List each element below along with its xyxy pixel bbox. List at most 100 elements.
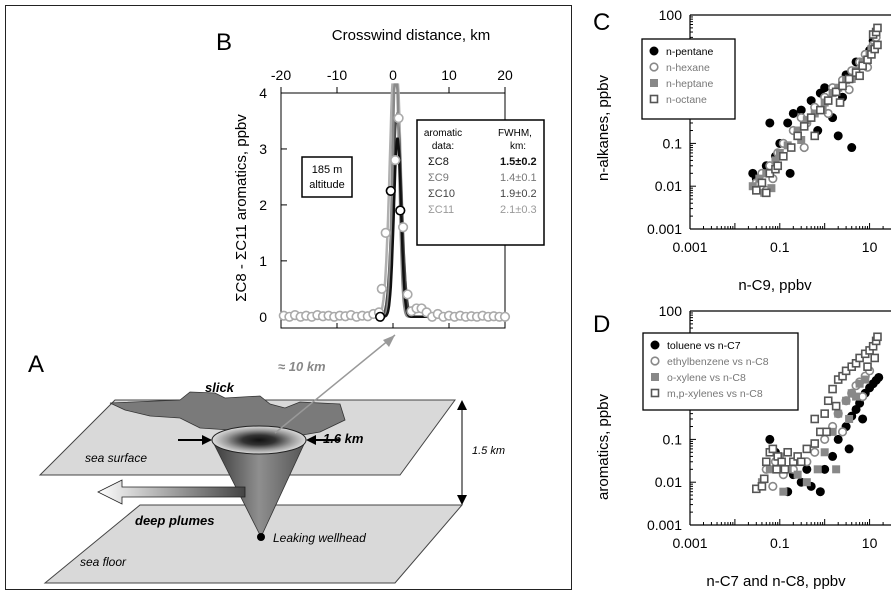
- scatter-point: [773, 161, 783, 171]
- scatter-point: [858, 414, 868, 424]
- scatter-point: [820, 464, 830, 474]
- scatter-point: [874, 372, 884, 382]
- legend-label: n-octane: [666, 94, 707, 106]
- width-arrowhead-right: [306, 435, 316, 445]
- x-tick-label: 0.1: [770, 535, 790, 551]
- pointer-arrow: [274, 334, 396, 434]
- legend-box: [642, 332, 799, 411]
- altitude-line-2: altitude: [309, 179, 344, 191]
- wellhead-label: Leaking wellhead: [273, 531, 366, 545]
- legend-label: n-heptane: [666, 78, 713, 90]
- deep-plumes-label: deep plumes: [135, 513, 214, 528]
- scatter-point: [820, 409, 829, 418]
- b-data-point: [499, 311, 511, 322]
- y-tick-label: 0.1: [663, 135, 683, 151]
- pointer-arrowhead: [383, 335, 395, 347]
- y-tick-label: 0.001: [647, 221, 682, 237]
- scatter-point: [802, 464, 812, 474]
- scatter-point: [832, 465, 841, 474]
- scatter-point: [765, 434, 775, 444]
- scatter-point: [831, 401, 841, 411]
- scatter-point: [780, 465, 790, 474]
- scatter-point: [779, 487, 788, 496]
- legend-marker: [650, 356, 660, 366]
- scatter-point: [802, 444, 812, 454]
- scatter-point: [793, 131, 802, 141]
- table-header-km: km:: [510, 141, 526, 152]
- sea-floor-plane: [43, 504, 464, 584]
- scatter-point: [788, 108, 798, 118]
- panel-c-points: [748, 23, 882, 198]
- y-tick-label: 100: [659, 7, 683, 23]
- table-row-value: 2.1±0.3: [500, 204, 537, 216]
- legend-label: m,p-xylenes vs n-C8: [667, 388, 763, 400]
- scatter-point: [757, 178, 767, 188]
- scatter-point: [828, 384, 837, 394]
- b-data-point-dark: [375, 311, 386, 322]
- panel-c-legend: n-pentane n-hexane n-heptane n-octane: [641, 38, 736, 120]
- legend-marker: [650, 340, 660, 350]
- table-row-value: 1.4±0.1: [500, 172, 537, 184]
- scatter-point: [810, 414, 820, 424]
- table-row-label: ΣC9: [428, 172, 449, 184]
- scatter-point: [783, 447, 792, 457]
- panel-b: B Crosswind distance, km ΣC8 - ΣC11 arom…: [216, 27, 545, 329]
- y-tick-label: 0.1: [663, 431, 683, 447]
- scatter-point: [813, 465, 822, 474]
- scatter-point: [838, 81, 847, 91]
- panel-c: C n-alkanes, ppbv n-C9, ppbv 0.001 0.01 0.…: [593, 7, 891, 294]
- b-y-tick-label: 4: [259, 85, 267, 101]
- scatter-point: [863, 362, 872, 371]
- legend-marker: [650, 79, 658, 87]
- b-y-tick-label: 0: [259, 309, 267, 325]
- b-y-tick-label: 2: [259, 197, 267, 213]
- panel-d-letter: D: [593, 311, 610, 338]
- scatter-point: [793, 470, 802, 479]
- scatter-point: [810, 131, 820, 141]
- scatter-point: [761, 188, 771, 198]
- scatter-point: [844, 444, 854, 454]
- y-tick-label: 0.01: [655, 474, 682, 490]
- distance-label: ≈ 10 km: [278, 359, 326, 374]
- legend-label: ethylbenzene vs n-C8: [667, 356, 769, 368]
- scatter-point: [873, 23, 882, 33]
- table-row-label: ΣC8: [428, 156, 449, 168]
- deep-plume-arrow: [97, 479, 246, 505]
- panel-a: A slick ≈ 10 km 1.6 km 1.5 km sea surfac…: [28, 334, 505, 584]
- scatter-point: [823, 96, 833, 105]
- panel-b-letter: B: [216, 29, 232, 56]
- width-arrowhead-left: [202, 435, 212, 445]
- panel-b-ticks: -20 -10 0 10 20 0 1 2 3 4: [259, 67, 513, 328]
- y-tick-label: 0.001: [647, 517, 682, 533]
- oil-slick: [109, 391, 346, 439]
- b-x-tick-label: 0: [389, 67, 397, 83]
- scatter-point: [834, 409, 843, 418]
- scatter-point: [842, 396, 851, 405]
- scatter-point: [789, 457, 798, 467]
- scatter-point: [855, 379, 864, 388]
- b-y-tick-label: 1: [259, 253, 267, 269]
- y-tick-label: 0.01: [655, 178, 682, 194]
- scatter-point: [845, 414, 854, 423]
- panel-c-ylabel: n-alkanes, ppbv: [595, 75, 612, 181]
- scatter-point: [852, 392, 861, 401]
- scatter-point: [779, 151, 788, 161]
- b-x-tick-label: 20: [497, 67, 513, 83]
- legend-label: n-hexane: [666, 62, 710, 74]
- left-panel-frame: [5, 5, 572, 590]
- scatter-point: [796, 105, 806, 115]
- scatter-point: [820, 434, 830, 445]
- scatter-point: [768, 444, 778, 454]
- fwhm-table: [416, 119, 545, 246]
- scatter-point: [806, 113, 816, 122]
- scatter-point: [752, 186, 761, 195]
- scatter-point: [873, 332, 882, 342]
- x-tick-label: 0.001: [672, 535, 707, 551]
- panel-d-points: [752, 332, 884, 497]
- panel-a-letter: A: [28, 351, 44, 378]
- scatter-point: [786, 143, 796, 152]
- b-data-point: [402, 289, 413, 300]
- scatter-point: [835, 98, 845, 107]
- depth-arrowhead-top: [457, 400, 467, 410]
